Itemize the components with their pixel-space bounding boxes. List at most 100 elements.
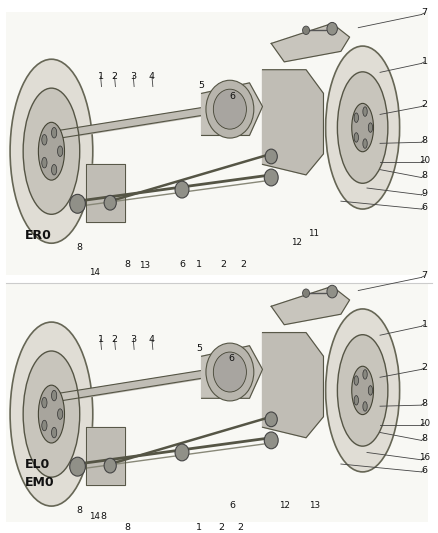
- Text: 3: 3: [130, 72, 136, 81]
- Ellipse shape: [354, 133, 358, 142]
- Polygon shape: [201, 346, 262, 398]
- Text: 11: 11: [308, 229, 319, 238]
- Text: 5: 5: [198, 81, 205, 90]
- Text: 2: 2: [220, 260, 226, 269]
- Ellipse shape: [354, 395, 358, 405]
- Text: 13: 13: [309, 500, 320, 510]
- Text: 8: 8: [421, 434, 427, 443]
- Ellipse shape: [175, 444, 189, 461]
- Ellipse shape: [42, 157, 47, 168]
- Polygon shape: [262, 70, 323, 175]
- Ellipse shape: [23, 351, 80, 477]
- Ellipse shape: [337, 72, 388, 183]
- Ellipse shape: [325, 46, 399, 209]
- Text: 6: 6: [421, 466, 427, 475]
- Ellipse shape: [325, 309, 399, 472]
- Ellipse shape: [39, 122, 64, 180]
- Text: 2: 2: [421, 100, 427, 109]
- Text: 8: 8: [421, 172, 427, 181]
- Ellipse shape: [363, 139, 367, 148]
- Text: 6: 6: [229, 92, 235, 101]
- Ellipse shape: [213, 89, 247, 129]
- Text: 12: 12: [291, 238, 302, 247]
- Ellipse shape: [303, 26, 310, 35]
- Ellipse shape: [354, 376, 358, 385]
- Text: 6: 6: [179, 260, 185, 269]
- Ellipse shape: [23, 88, 80, 214]
- Ellipse shape: [42, 134, 47, 145]
- Text: 8: 8: [421, 136, 427, 145]
- Text: 5: 5: [196, 344, 202, 353]
- Text: 6: 6: [229, 500, 235, 510]
- Text: 6: 6: [228, 354, 234, 364]
- Ellipse shape: [264, 432, 278, 449]
- Text: 4: 4: [149, 72, 155, 81]
- Text: 1: 1: [196, 523, 202, 531]
- Text: 14: 14: [89, 268, 100, 277]
- Ellipse shape: [52, 127, 57, 138]
- Ellipse shape: [363, 107, 367, 116]
- Ellipse shape: [57, 146, 63, 157]
- Text: 2: 2: [238, 523, 244, 531]
- FancyBboxPatch shape: [6, 282, 428, 522]
- Ellipse shape: [10, 59, 93, 243]
- Text: 8: 8: [421, 399, 427, 408]
- Ellipse shape: [52, 427, 57, 438]
- Text: 16: 16: [419, 453, 430, 462]
- Ellipse shape: [42, 398, 47, 408]
- Text: 14: 14: [89, 512, 100, 521]
- Text: 7: 7: [421, 9, 427, 18]
- Ellipse shape: [57, 409, 63, 419]
- Ellipse shape: [352, 103, 374, 152]
- Text: 8: 8: [77, 243, 83, 252]
- Ellipse shape: [104, 458, 116, 473]
- Text: EL0: EL0: [25, 457, 50, 471]
- Text: 8: 8: [124, 260, 131, 269]
- Text: 6: 6: [421, 203, 427, 212]
- Ellipse shape: [206, 343, 254, 401]
- Text: 1: 1: [196, 260, 202, 269]
- Ellipse shape: [213, 352, 247, 392]
- Text: 2: 2: [421, 364, 427, 373]
- Ellipse shape: [303, 289, 310, 297]
- Ellipse shape: [337, 335, 388, 446]
- Ellipse shape: [52, 165, 57, 175]
- Polygon shape: [201, 83, 262, 135]
- Ellipse shape: [206, 80, 254, 138]
- Ellipse shape: [265, 412, 277, 427]
- Ellipse shape: [368, 123, 373, 132]
- Ellipse shape: [327, 22, 337, 35]
- Ellipse shape: [352, 366, 374, 415]
- Text: 12: 12: [279, 500, 290, 510]
- Polygon shape: [271, 23, 350, 62]
- Ellipse shape: [363, 370, 367, 379]
- Ellipse shape: [264, 169, 278, 186]
- Polygon shape: [262, 333, 323, 438]
- Ellipse shape: [70, 195, 85, 213]
- Text: 8: 8: [77, 506, 83, 515]
- Polygon shape: [86, 164, 125, 222]
- Text: 1: 1: [98, 335, 104, 344]
- Text: 2: 2: [218, 523, 224, 531]
- Text: ER0: ER0: [25, 229, 52, 242]
- Ellipse shape: [52, 390, 57, 401]
- Ellipse shape: [368, 386, 373, 395]
- Text: 1: 1: [421, 320, 427, 329]
- Text: 13: 13: [139, 261, 151, 270]
- Ellipse shape: [354, 113, 358, 123]
- Polygon shape: [86, 427, 125, 485]
- Text: 10: 10: [419, 418, 430, 427]
- Text: 8: 8: [101, 512, 107, 521]
- Text: 7: 7: [421, 271, 427, 280]
- Text: 4: 4: [149, 335, 155, 344]
- Text: EM0: EM0: [25, 476, 55, 489]
- Text: 3: 3: [130, 335, 136, 344]
- Text: 2: 2: [112, 72, 117, 81]
- FancyBboxPatch shape: [6, 12, 428, 275]
- Ellipse shape: [42, 420, 47, 431]
- Polygon shape: [271, 286, 350, 325]
- Ellipse shape: [10, 322, 93, 506]
- Ellipse shape: [265, 149, 277, 164]
- Ellipse shape: [104, 196, 116, 210]
- Text: 2: 2: [240, 260, 246, 269]
